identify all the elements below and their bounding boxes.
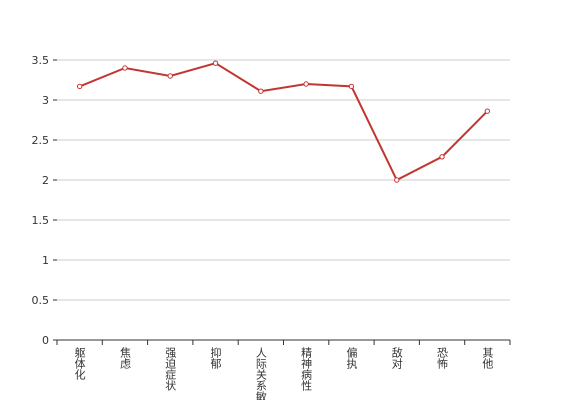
point bbox=[167, 73, 173, 79]
y-tick-label: 2 bbox=[42, 174, 49, 187]
y-tick-label: 0 bbox=[42, 334, 49, 347]
y-tick-label: 3.5 bbox=[32, 54, 50, 67]
x-tick-label: 抑郁 bbox=[209, 346, 222, 369]
line bbox=[79, 62, 489, 182]
y-tick-label: 2.5 bbox=[32, 134, 50, 147]
point bbox=[258, 88, 264, 94]
point bbox=[76, 83, 83, 90]
x-tick-label: 人际关系敏感 bbox=[254, 347, 267, 400]
x-tick-label: 强迫症状 bbox=[164, 347, 177, 391]
point bbox=[122, 65, 128, 71]
point bbox=[212, 60, 219, 66]
x-tick-label: 焦虑 bbox=[118, 347, 131, 369]
x-tick-label: 偏执 bbox=[345, 346, 358, 370]
x-tick-label: 精神病性 bbox=[300, 347, 313, 392]
y-tick-label: 0.5 bbox=[32, 294, 50, 307]
x-tick-label: 恐怖 bbox=[436, 347, 449, 369]
y-tick-label: 1 bbox=[42, 254, 49, 267]
x-tick-label: 躯体化 bbox=[73, 347, 86, 381]
y-tick-label: 3 bbox=[42, 94, 49, 107]
point bbox=[439, 154, 445, 160]
x-tick-label: 其他 bbox=[481, 347, 494, 369]
point bbox=[394, 177, 400, 183]
point bbox=[484, 108, 491, 114]
point bbox=[348, 83, 355, 90]
point bbox=[303, 81, 309, 87]
x-tick-label: 敌对 bbox=[390, 346, 403, 369]
y-tick-label: 1.5 bbox=[32, 214, 50, 227]
